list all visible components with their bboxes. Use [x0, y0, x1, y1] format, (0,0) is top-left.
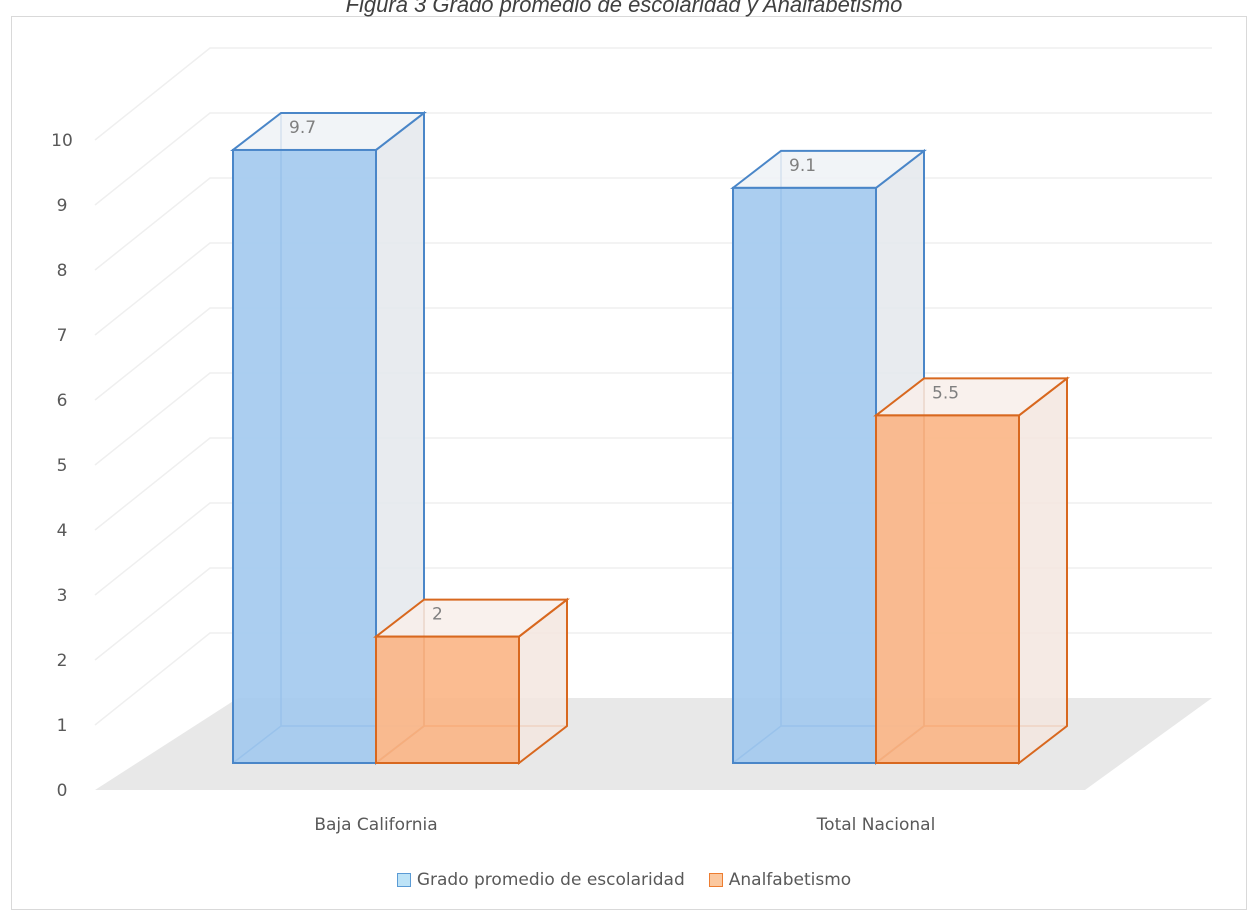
- y-axis-ticks: 0 1 2 3 4 5 6 7 8 9 10: [51, 131, 73, 801]
- bar-0-0: [232, 148, 377, 764]
- y-tick-label-10: 10: [51, 131, 73, 151]
- legend-label-analfabetismo: Analfabetismo: [728, 870, 852, 890]
- legend-item-analfabetismo: Analfabetismo: [708, 870, 852, 890]
- gridline-9: [94, 112, 1212, 206]
- legend-label-escolaridad: Grado promedio de escolaridad: [416, 870, 685, 890]
- data-label-0-0: 9.7: [289, 118, 316, 138]
- bars: [230, 110, 1070, 766]
- bar-1-1: [875, 414, 1020, 764]
- bar-0-1: [375, 635, 520, 764]
- y-tick-label-5: 5: [57, 456, 68, 476]
- y-tick-label-2: 2: [57, 651, 68, 671]
- data-label-1-1: 5.5: [932, 383, 959, 403]
- data-label-1-0: 9.1: [789, 156, 816, 176]
- y-tick-label-9: 9: [57, 196, 68, 216]
- legend-swatch-blue: [396, 873, 411, 887]
- y-tick-label-7: 7: [57, 326, 68, 346]
- chart-title: Figura 3 Grado promedio de escolaridad y…: [345, 0, 903, 17]
- legend: Grado promedio de escolaridad Analfabeti…: [0, 870, 1248, 890]
- gridline-10: [94, 47, 1212, 141]
- bar-1-0: [732, 186, 877, 764]
- data-labels: 9.7 2 9.1 5.5: [289, 118, 959, 625]
- y-tick-label-6: 6: [57, 391, 68, 411]
- category-label-1: Total Nacional: [816, 815, 936, 835]
- y-tick-label-0: 0: [57, 781, 68, 801]
- x-axis-categories: Baja California Total Nacional: [314, 815, 935, 835]
- y-tick-label-4: 4: [57, 521, 68, 541]
- y-tick-label-1: 1: [57, 716, 68, 736]
- legend-item-escolaridad: Grado promedio de escolaridad: [396, 870, 685, 890]
- category-label-0: Baja California: [314, 815, 437, 835]
- bar-side-1-1: [1018, 376, 1068, 766]
- y-tick-label-3: 3: [57, 586, 68, 606]
- legend-swatch-orange: [708, 873, 723, 887]
- y-tick-label-8: 8: [57, 261, 68, 281]
- data-label-0-1: 2: [432, 605, 443, 625]
